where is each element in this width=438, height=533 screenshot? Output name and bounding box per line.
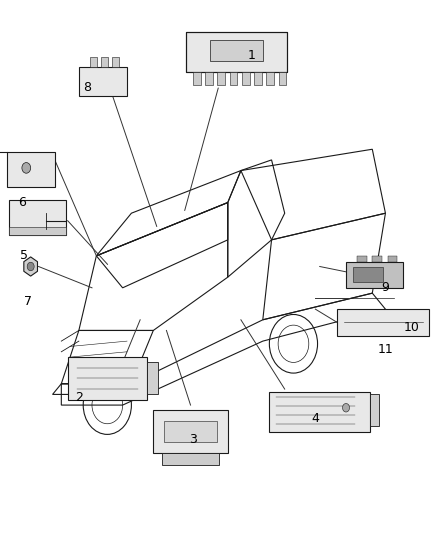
Bar: [90, 57, 97, 67]
Text: 11: 11: [378, 343, 393, 356]
Bar: [254, 72, 262, 85]
Bar: [266, 72, 274, 85]
Bar: [210, 40, 263, 61]
Bar: [217, 72, 225, 85]
Circle shape: [343, 403, 350, 412]
Bar: [162, 453, 219, 465]
Bar: [7, 152, 55, 187]
Text: 4: 4: [311, 412, 319, 425]
Bar: [9, 227, 66, 235]
Bar: [101, 57, 108, 67]
Polygon shape: [24, 257, 38, 276]
Bar: [353, 266, 383, 282]
Bar: [372, 256, 382, 262]
Text: 10: 10: [404, 321, 420, 334]
Bar: [205, 72, 213, 85]
Text: 6: 6: [18, 196, 26, 209]
Bar: [337, 309, 429, 336]
Bar: [79, 67, 127, 96]
Bar: [147, 362, 158, 394]
Bar: [357, 256, 367, 262]
Bar: [193, 72, 201, 85]
Bar: [68, 357, 147, 400]
Text: 5: 5: [20, 249, 28, 262]
Text: 3: 3: [189, 433, 197, 446]
Bar: [346, 262, 403, 288]
Text: 7: 7: [25, 295, 32, 308]
Text: 1: 1: [248, 50, 256, 62]
Bar: [370, 394, 379, 426]
Bar: [9, 200, 66, 235]
Bar: [164, 421, 217, 442]
Bar: [186, 32, 287, 72]
Text: 9: 9: [381, 281, 389, 294]
Bar: [186, 32, 287, 72]
Bar: [242, 72, 250, 85]
Bar: [230, 72, 237, 85]
Text: 2: 2: [75, 391, 83, 403]
Bar: [388, 256, 397, 262]
Circle shape: [22, 163, 31, 173]
Bar: [112, 57, 119, 67]
Bar: [153, 410, 228, 453]
Circle shape: [27, 262, 34, 271]
Text: 8: 8: [84, 82, 92, 94]
Bar: [279, 72, 286, 85]
Bar: [269, 392, 370, 432]
